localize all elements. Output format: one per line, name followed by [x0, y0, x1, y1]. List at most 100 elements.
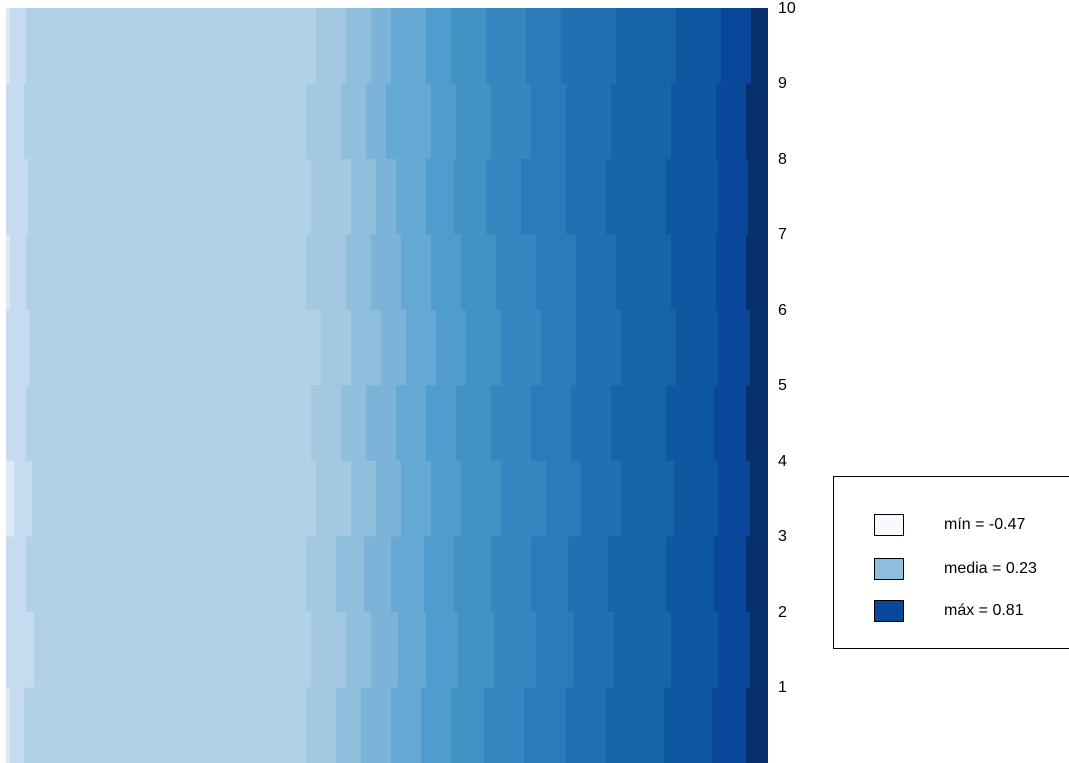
heatmap-cell [451, 8, 487, 84]
heatmap-cell [531, 83, 567, 160]
legend-entry-max: máx = 0.81 [874, 599, 1024, 623]
heatmap-cell [371, 234, 402, 311]
heatmap-cell [398, 612, 427, 688]
heatmap-cell [12, 159, 29, 235]
heatmap-cell [666, 385, 715, 462]
heatmap-cell [454, 159, 487, 235]
heatmap-cell [666, 536, 715, 613]
heatmap-cell [746, 83, 763, 160]
heatmap-cell [671, 83, 717, 160]
heatmap-cell [501, 461, 547, 537]
legend-label-max: máx = 0.81 [944, 602, 1024, 619]
heatmap-cell [568, 536, 609, 613]
heatmap-cell [764, 8, 768, 84]
heatmap-cell [546, 461, 582, 537]
heatmap-cell [396, 159, 427, 235]
heatmap-cell [26, 385, 312, 462]
heatmap-cell [366, 385, 397, 462]
heatmap-cell [386, 83, 432, 160]
heatmap-cell [718, 461, 751, 537]
heatmap-cell [341, 385, 367, 462]
heatmap-cell [491, 83, 532, 160]
heatmap-cell [714, 536, 747, 613]
heatmap-cell [401, 461, 432, 537]
heatmap-cell [746, 536, 763, 613]
heatmap-cell [746, 234, 763, 311]
heatmap-cell [763, 159, 768, 235]
heatmap-cell [6, 310, 13, 386]
legend-swatch-min [874, 514, 904, 536]
heatmap-cell [24, 83, 307, 160]
heatmap-cell [541, 310, 577, 386]
legend-label-mean: media = 0.23 [944, 560, 1037, 577]
heatmap-cell [671, 612, 719, 688]
heatmap-cell [426, 8, 452, 84]
heatmap-cell [456, 83, 492, 160]
heatmap-cell [426, 159, 455, 235]
heatmap-cell [606, 159, 667, 235]
y-tick-label: 8 [778, 150, 787, 168]
heatmap-cell [401, 234, 432, 311]
heatmap-cell [501, 310, 542, 386]
heatmap-cell [10, 8, 27, 84]
heatmap-cell [316, 461, 352, 537]
heatmap-cell [6, 159, 13, 235]
heatmap-cell [751, 8, 765, 84]
heatmap-cell [762, 83, 768, 160]
heatmap-cell [718, 612, 751, 688]
heatmap-cell [346, 8, 372, 84]
heatmap-cell [531, 385, 572, 462]
heatmap-cell [576, 234, 617, 311]
heatmap-cell [6, 687, 11, 763]
heatmap-cell [431, 234, 462, 311]
heatmap-cell [24, 687, 307, 763]
heatmap-cell [6, 8, 11, 84]
heatmap-cell [311, 159, 352, 235]
heatmap-cell [750, 310, 764, 386]
heatmap-cell [351, 310, 382, 386]
y-tick-label: 3 [778, 528, 787, 546]
heatmap-cell [531, 536, 569, 613]
heatmap-cell [611, 385, 667, 462]
heatmap-cell [426, 385, 457, 462]
heatmap-cell [574, 612, 615, 688]
y-tick-label: 6 [778, 301, 787, 319]
heatmap-cell [431, 461, 462, 537]
heatmap-cell [306, 234, 347, 311]
heatmap-cell [351, 461, 377, 537]
legend-label-min: mín = -0.47 [944, 516, 1026, 533]
heatmap-cell [376, 159, 397, 235]
heatmap-cell [621, 461, 675, 537]
heatmap-cell [336, 536, 365, 613]
heatmap-cell [491, 385, 532, 462]
heatmap-cell [32, 461, 317, 537]
heatmap-cell [676, 8, 722, 84]
heatmap-cell [616, 8, 677, 84]
heatmap-cell [750, 612, 765, 688]
heatmap-cell [746, 687, 763, 763]
heatmap-cell [6, 83, 11, 160]
heatmap-cell [456, 385, 492, 462]
heatmap-cell [376, 461, 402, 537]
heatmap-cell [716, 234, 747, 311]
heatmap-cell [581, 461, 622, 537]
heatmap-cell [396, 385, 427, 462]
heatmap-cell [461, 461, 502, 537]
heatmap-cell [436, 310, 467, 386]
heatmap-cell [561, 8, 617, 84]
heatmap-cell [566, 687, 607, 763]
heatmap-cell [306, 83, 342, 160]
heatmap-cell [6, 234, 11, 311]
heatmap-cell [391, 8, 427, 84]
y-tick-label: 4 [778, 452, 787, 470]
heatmap-cell [6, 385, 11, 462]
heatmap-cell [491, 536, 532, 613]
heatmap-cell [611, 83, 672, 160]
heatmap-cell [311, 612, 347, 688]
heatmap-cell [424, 536, 455, 613]
heatmap-cell [762, 234, 768, 311]
heatmap-cell [664, 687, 713, 763]
heatmap-cell [614, 612, 672, 688]
heatmap-cell [30, 310, 322, 386]
heatmap-cell [486, 159, 522, 235]
